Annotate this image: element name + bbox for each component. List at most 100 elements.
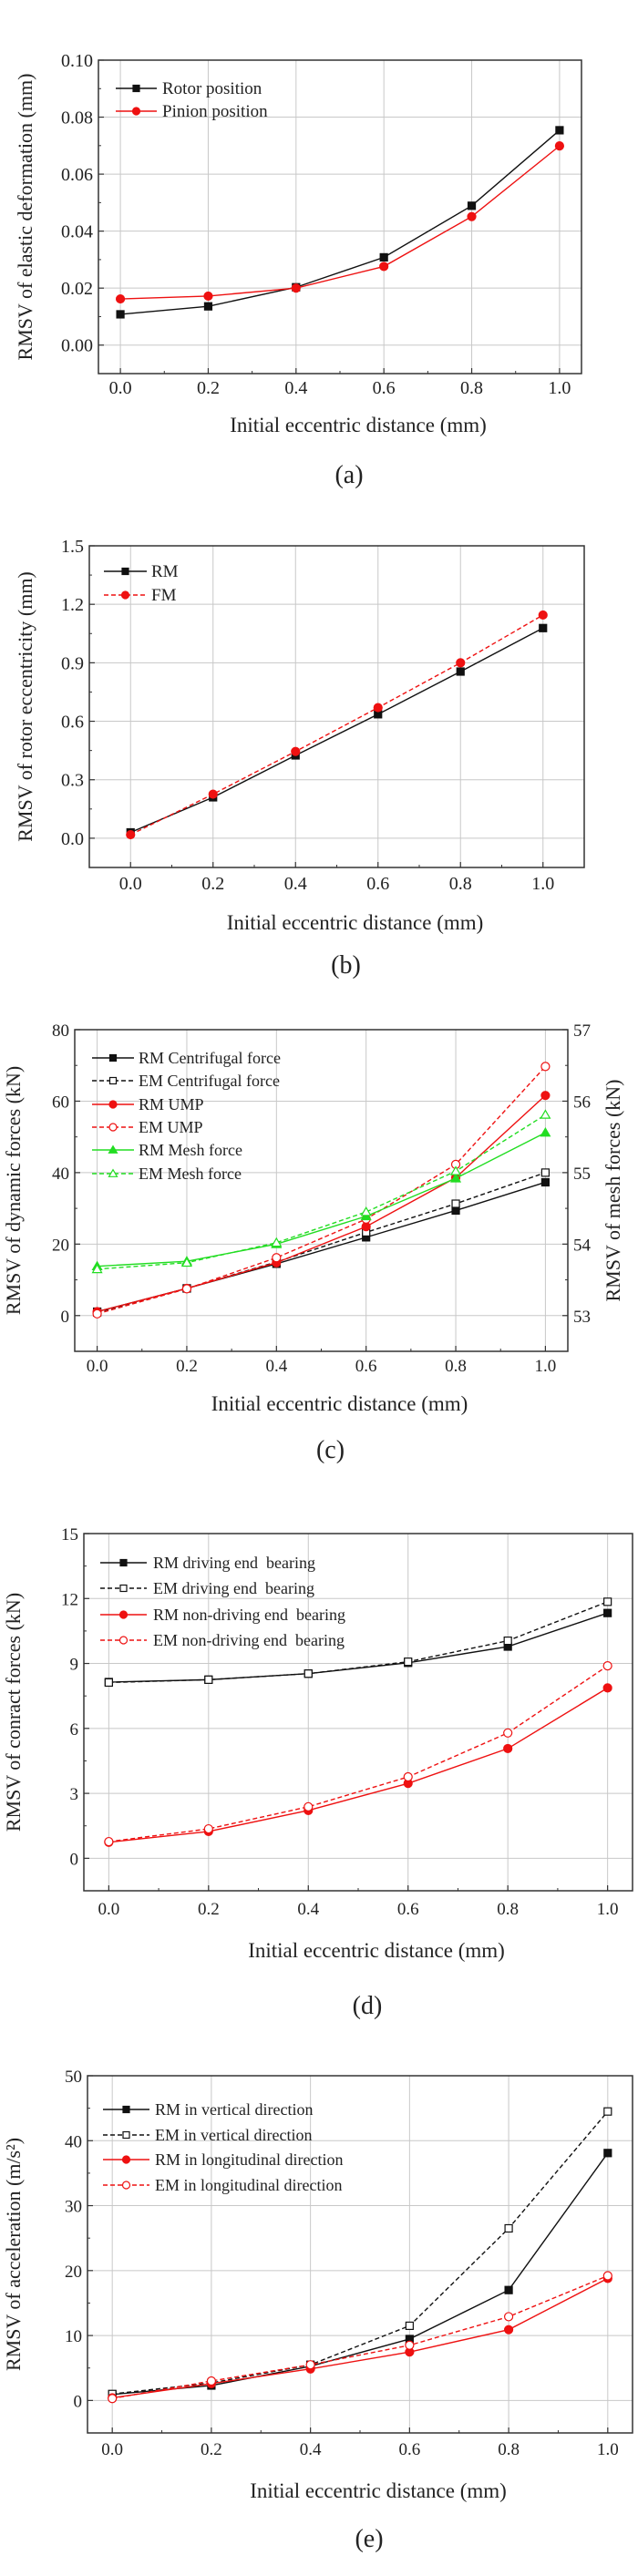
x-axis-title: Initial eccentric distance (mm) bbox=[211, 1392, 468, 1415]
y-tick-label: 50 bbox=[65, 2068, 82, 2087]
x-tick-label: 0.2 bbox=[198, 1900, 220, 1919]
y-tick-label: 40 bbox=[52, 1165, 69, 1184]
circle-marker bbox=[181, 1284, 192, 1294]
series-line bbox=[112, 2277, 609, 2399]
x-tick-label: 0.4 bbox=[300, 2440, 322, 2459]
x-tick-label: 0.8 bbox=[497, 1900, 519, 1919]
series-em-centrifugal-force bbox=[92, 1168, 551, 1317]
y-tick-label: 0.10 bbox=[61, 51, 93, 71]
square-marker bbox=[404, 1657, 413, 1667]
circle-marker bbox=[503, 1728, 513, 1738]
y-tick-label: 0.08 bbox=[61, 108, 93, 128]
y-tick-label: 20 bbox=[52, 1236, 69, 1255]
plot-frame bbox=[74, 1029, 569, 1352]
triangle-marker bbox=[450, 1165, 462, 1175]
legend-label: RM non-driving end bearing bbox=[153, 1606, 345, 1624]
legend-label: EM Mesh force bbox=[139, 1165, 242, 1183]
series-line bbox=[120, 145, 561, 300]
y-tick-label: 0.9 bbox=[61, 653, 84, 673]
triangle-marker bbox=[180, 1257, 192, 1267]
y-axis-title: RMSV of rotor eccentricity (mm) bbox=[14, 571, 36, 842]
chart-d: 0.0 0.2 0.4 0.6 0.8 1.0 0 3 6 9 12 15 RM driving end… bbox=[2, 1525, 633, 2020]
legend-label: RM in longitudinal direction bbox=[155, 2150, 343, 2169]
y-tick-label: 0.06 bbox=[61, 165, 93, 185]
square-marker bbox=[104, 1678, 113, 1688]
circle-marker bbox=[538, 610, 548, 621]
circle-marker bbox=[540, 1091, 551, 1101]
circle-marker bbox=[456, 658, 466, 668]
y-tick-label: 9 bbox=[70, 1656, 79, 1675]
series-em-driving-end-bearing bbox=[104, 1597, 612, 1688]
square-marker bbox=[108, 1053, 118, 1062]
x-axis-title: Initial eccentric distance (mm) bbox=[230, 414, 487, 436]
circle-marker bbox=[554, 141, 565, 151]
x-tick-label: 1.0 bbox=[531, 874, 554, 894]
series-rm-in-longitudinal-direction bbox=[108, 2273, 612, 2403]
square-marker bbox=[203, 302, 213, 311]
circle-marker bbox=[115, 293, 126, 304]
circle-marker bbox=[405, 2340, 415, 2350]
series-pinion-position bbox=[115, 141, 565, 304]
legend: RM FM bbox=[104, 562, 179, 605]
square-marker bbox=[451, 1199, 460, 1208]
series-rm-non-driving-end-bearing bbox=[104, 1683, 612, 1847]
square-marker bbox=[304, 1669, 313, 1678]
chart-a: 0.0 0.2 0.4 0.6 0.8 1.0 0.00 0.02 0.04 0.06 0.08 0.… bbox=[14, 51, 582, 489]
y-axis-title: RMSV of dynamic forces (kN) bbox=[2, 1066, 25, 1315]
series-line bbox=[97, 1132, 546, 1267]
square-marker bbox=[603, 2107, 612, 2116]
circle-marker bbox=[291, 283, 301, 293]
square-marker bbox=[122, 2105, 130, 2114]
legend-label: EM non-driving end bearing bbox=[153, 1631, 345, 1649]
legend-label: EM UMP bbox=[139, 1118, 203, 1136]
y-right-tick-label: 55 bbox=[573, 1165, 591, 1184]
panel-label: (e) bbox=[355, 2525, 383, 2553]
panel-label: (b) bbox=[331, 951, 361, 980]
triangle-marker bbox=[271, 1237, 283, 1247]
circle-marker bbox=[208, 789, 218, 799]
circle-marker bbox=[373, 703, 383, 713]
series-line bbox=[120, 129, 561, 315]
y-right-tick-label: 53 bbox=[573, 1308, 591, 1327]
x-tick-label: 0.6 bbox=[355, 1357, 377, 1376]
series-line bbox=[97, 1065, 546, 1315]
circle-marker bbox=[203, 1823, 213, 1834]
circle-marker bbox=[118, 1610, 129, 1619]
x-tick-label: 0.0 bbox=[101, 2440, 123, 2459]
circle-marker bbox=[403, 1771, 413, 1782]
y-tick-label: 30 bbox=[65, 2198, 82, 2217]
x-tick-label: 0.6 bbox=[398, 2440, 420, 2459]
x-tick-label: 0.0 bbox=[119, 874, 142, 894]
y-right-tick-label: 56 bbox=[573, 1093, 591, 1112]
y-tick-label: 80 bbox=[52, 1021, 69, 1041]
panel-label: (c) bbox=[316, 1436, 345, 1464]
square-marker bbox=[132, 84, 140, 93]
y-tick-label: 0 bbox=[61, 1308, 70, 1327]
y-tick-label: 0.0 bbox=[61, 829, 84, 849]
chart-b: 0.0 0.2 0.4 0.6 0.8 1.0 0.0 0.3 0.6 0.9 1.2 1.5 RM FM… bbox=[14, 537, 585, 980]
square-marker bbox=[456, 667, 465, 676]
series-line bbox=[129, 614, 544, 836]
x-tick-label: 0.6 bbox=[373, 378, 396, 398]
x-tick-label: 0.2 bbox=[197, 378, 220, 398]
legend-label: FM bbox=[151, 586, 177, 605]
triangle-marker bbox=[540, 1109, 551, 1119]
x-tick-label: 0.0 bbox=[87, 1357, 108, 1376]
circle-marker bbox=[602, 1661, 612, 1671]
y-tick-label: 0.04 bbox=[61, 222, 93, 242]
circle-marker bbox=[118, 1636, 129, 1645]
legend-label: RM UMP bbox=[139, 1095, 204, 1114]
circle-marker bbox=[503, 2325, 514, 2335]
square-marker bbox=[119, 1584, 128, 1593]
circle-marker bbox=[602, 1683, 612, 1693]
y-tick-label: 10 bbox=[65, 2327, 82, 2346]
circle-marker bbox=[108, 1123, 118, 1132]
square-marker bbox=[451, 1206, 460, 1216]
circle-marker bbox=[126, 829, 136, 840]
x-tick-label: 0.8 bbox=[449, 874, 472, 894]
square-marker bbox=[467, 201, 477, 210]
x-tick-label: 0.0 bbox=[109, 378, 132, 398]
x-tick-label: 0.4 bbox=[297, 1900, 319, 1919]
square-marker bbox=[603, 1608, 612, 1617]
triangle-marker bbox=[450, 1173, 462, 1183]
